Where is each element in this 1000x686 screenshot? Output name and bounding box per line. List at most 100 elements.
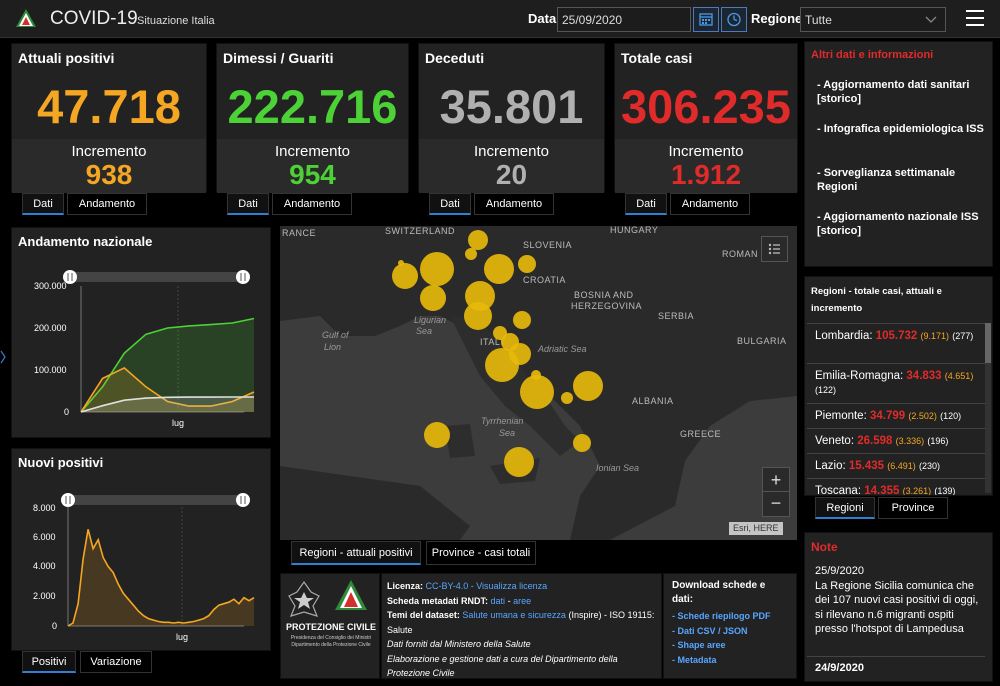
zoom-out-button[interactable]: −	[770, 493, 782, 513]
region-row[interactable]: Toscana: 14.355 (3.261) (139)	[807, 478, 985, 495]
map-label: BOSNIA AND	[574, 290, 634, 300]
tab-dati[interactable]: Dati	[429, 193, 471, 215]
region-bubble[interactable]	[468, 230, 488, 250]
region-bubble[interactable]	[504, 447, 534, 477]
region-bubble[interactable]	[464, 302, 492, 330]
download-shape-link[interactable]: - Shape aree	[672, 640, 726, 650]
region-bubble[interactable]	[420, 285, 446, 311]
range-slider-handle-left[interactable]	[61, 493, 75, 507]
y-tick-label: 4.000	[33, 561, 56, 571]
tab-dati[interactable]: Dati	[625, 193, 667, 215]
tab-andamento[interactable]: Andamento	[670, 193, 750, 215]
range-slider-track[interactable]	[70, 272, 244, 282]
tab-province-casi[interactable]: Province - casi totali	[426, 541, 536, 565]
app-title: COVID-19	[50, 8, 138, 29]
region-bubble[interactable]	[420, 252, 454, 286]
range-slider-handle-right[interactable]	[236, 270, 250, 284]
new-series-group	[67, 529, 255, 627]
download-box: Download schede e dati: - Schede riepilo…	[663, 573, 797, 679]
region-bubble[interactable]	[573, 371, 603, 401]
info-link[interactable]: - Infografica epidemiologica ISS	[817, 123, 984, 135]
download-pdf-link[interactable]: - Schede riepilogo PDF	[672, 611, 771, 621]
tab-andamento[interactable]: Andamento	[67, 193, 147, 215]
download-metadata-link[interactable]: - Metadata	[672, 654, 717, 665]
region-bubble[interactable]	[573, 434, 591, 452]
region-bubble[interactable]	[424, 422, 450, 448]
region-bubble[interactable]	[485, 348, 519, 382]
scrollbar[interactable]	[985, 323, 991, 493]
card-value: 222.716	[227, 80, 398, 133]
region-row[interactable]: Lombardia: 105.732 (9.171) (277)	[807, 323, 985, 347]
region-bubble[interactable]	[513, 311, 531, 329]
protezione-civile-logo	[335, 580, 367, 610]
region-row[interactable]: Piemonte: 34.799 (2.502) (120)	[807, 403, 985, 427]
info-link[interactable]: - Sorveglianza settimanale Regioni	[817, 167, 956, 193]
tab-andamento[interactable]: Andamento	[474, 193, 554, 215]
region-bubble[interactable]	[398, 260, 404, 266]
legend-button[interactable]	[761, 236, 788, 262]
region-row[interactable]: Emilia-Romagna: 34.833 (4.651) (122)	[807, 363, 985, 401]
tab-regioni[interactable]: Regioni	[815, 497, 875, 519]
time-button[interactable]	[721, 7, 747, 32]
y-tick-label: 100.000	[34, 365, 67, 375]
card-increment: Incremento 954	[217, 139, 408, 193]
map-label: RANCE	[282, 228, 316, 238]
tab-dati[interactable]: Dati	[227, 193, 269, 215]
y-tick-label: 200.000	[34, 323, 67, 333]
zoom-in-button[interactable]: +	[763, 468, 789, 492]
calendar-button[interactable]	[693, 7, 719, 32]
info-title: Altri dati e informazioni	[811, 49, 934, 61]
download-title: Download schede e dati:	[672, 580, 766, 605]
hamburger-menu-icon[interactable]	[966, 10, 984, 26]
range-slider-handle-left[interactable]	[63, 270, 77, 284]
view-license-link[interactable]: Visualizza licenza	[476, 581, 548, 591]
tab-regioni-attuali[interactable]: Regioni - attuali positivi	[291, 541, 421, 565]
series-line-1	[80, 366, 255, 413]
region-bubble[interactable]	[520, 375, 554, 409]
tab-variazione[interactable]: Variazione	[80, 651, 152, 673]
map-view[interactable]: RANCE SWITZERLAND SLOVENIA HUNGARY ROMAN…	[280, 226, 797, 540]
tab-dati[interactable]: Dati	[22, 193, 64, 215]
region-bubble[interactable]	[531, 370, 541, 380]
expand-panel-icon[interactable]	[0, 350, 6, 364]
download-csv-link[interactable]: - Dati CSV / JSON	[672, 625, 748, 636]
tab-positivi[interactable]: Positivi	[22, 651, 76, 673]
region-current: (4.651)	[944, 371, 974, 381]
map-label: GREECE	[680, 429, 721, 439]
card-increment: Incremento 938	[12, 139, 206, 193]
card-title: Totale casi	[621, 50, 693, 66]
range-slider-track[interactable]	[68, 495, 244, 505]
region-row[interactable]: Veneto: 26.598 (3.336) (196)	[807, 428, 985, 452]
y-tick-label: 0	[64, 407, 69, 417]
range-slider-handle-right[interactable]	[236, 493, 250, 507]
region-bubble[interactable]	[484, 254, 514, 284]
region-bubble[interactable]	[392, 263, 418, 289]
region-bubble[interactable]	[561, 392, 573, 404]
tab-andamento[interactable]: Andamento	[272, 193, 352, 215]
region-increment: (196)	[927, 436, 949, 446]
card-title: Dimessi / Guariti	[223, 50, 334, 66]
map-label: ALBANIA	[632, 396, 674, 406]
card-title: Attuali positivi	[18, 50, 115, 66]
card-totale-casi: Totale casi 306.235 Incremento 1.912	[614, 43, 798, 193]
info-link[interactable]: - Aggiornamento nazionale ISS [storico]	[817, 211, 979, 237]
chevron-down-icon	[925, 16, 937, 23]
metadata-dati-link[interactable]: dati	[490, 595, 506, 606]
themes-line: Temi del dataset: Salute umana e sicurez…	[387, 608, 656, 637]
region-bubble[interactable]	[518, 255, 536, 273]
metadata-aree-link[interactable]: aree	[513, 595, 532, 606]
card-value: 35.801	[439, 80, 584, 133]
license-link[interactable]: CC-BY-4.0	[425, 581, 469, 591]
date-input[interactable]	[557, 7, 691, 32]
protezione-line2: Dipartimento della Protezione Civile	[291, 642, 371, 648]
region-bubble[interactable]	[465, 248, 477, 260]
region-select[interactable]: Tutte	[800, 7, 946, 32]
tab-province[interactable]: Province	[878, 497, 948, 519]
y-tick-label: 8.000	[33, 503, 56, 513]
map-label: ITALY	[480, 337, 506, 347]
themes-link[interactable]: Salute umana e sicurezza	[462, 610, 566, 620]
info-link[interactable]: - Aggiornamento dati sanitari [storico]	[817, 79, 970, 105]
region-row[interactable]: Lazio: 15.435 (6.491) (230)	[807, 453, 985, 477]
scrollbar-thumb[interactable]	[985, 323, 991, 363]
sea-label: Tyrrhenian	[481, 416, 523, 426]
